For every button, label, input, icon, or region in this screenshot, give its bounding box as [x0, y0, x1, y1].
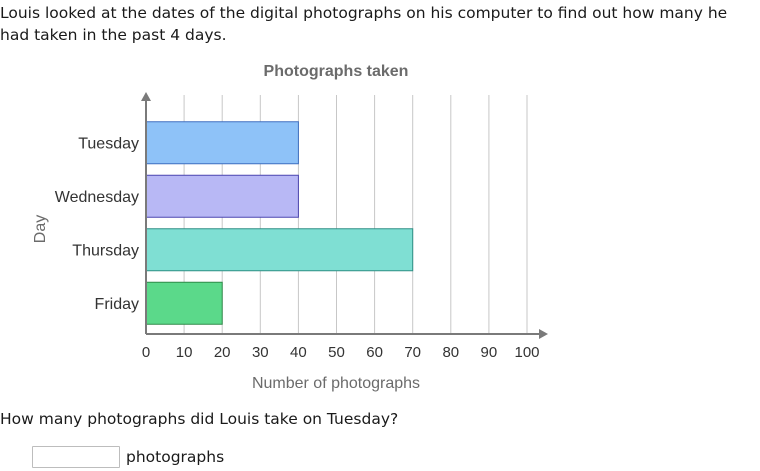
x-tick-label: 100 — [514, 344, 539, 361]
x-tick-label: 10 — [176, 344, 193, 361]
x-axis-title: Number of photographs — [252, 375, 420, 392]
y-axis-arrow — [141, 92, 151, 101]
x-tick-label: 80 — [442, 344, 459, 361]
chart-title: Photographs taken — [264, 63, 409, 80]
x-tick-label: 30 — [252, 344, 269, 361]
bar-tuesday — [145, 121, 299, 165]
bar-thursday — [145, 228, 414, 272]
bar-friday — [145, 281, 223, 325]
answer-row: photographs — [32, 446, 224, 468]
x-tick-label: 20 — [214, 344, 231, 361]
bar-wednesday — [145, 174, 299, 218]
x-tick-label: 40 — [290, 344, 307, 361]
x-tick-label: 0 — [142, 344, 150, 361]
answer-input[interactable] — [32, 446, 120, 468]
intro-text: Louis looked at the dates of the digital… — [0, 4, 728, 44]
question-text: How many photographs did Louis take on T… — [0, 410, 399, 428]
category-label: Friday — [95, 296, 139, 313]
category-label: Thursday — [72, 242, 139, 259]
x-tick-label: 90 — [481, 344, 498, 361]
x-tick-label: 70 — [404, 344, 421, 361]
x-tick-label: 60 — [366, 344, 383, 361]
bar-chart: Photographs taken Tuesday Wednesday Thursd… — [32, 63, 548, 392]
y-axis-title: Day — [32, 215, 49, 243]
x-axis-arrow — [539, 329, 548, 339]
answer-unit-label: photographs — [126, 448, 225, 466]
category-label: Wednesday — [55, 189, 139, 206]
x-tick-label: 50 — [328, 344, 345, 361]
category-label: Tuesday — [78, 135, 139, 152]
